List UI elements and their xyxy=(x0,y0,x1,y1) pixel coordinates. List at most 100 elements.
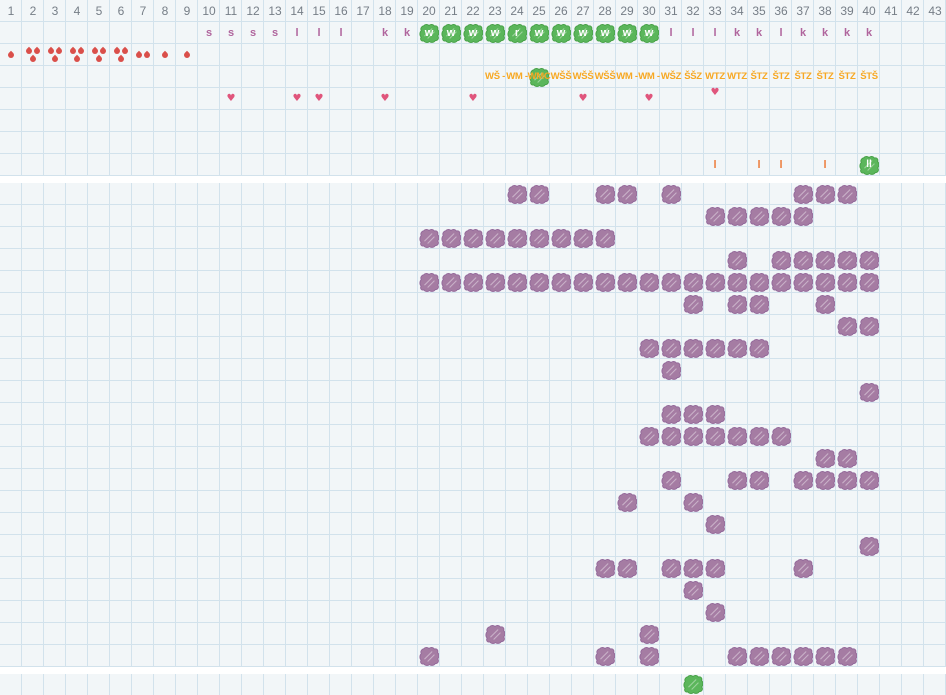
crop-blob[interactable] xyxy=(705,514,725,534)
crop-blob[interactable] xyxy=(771,206,791,226)
crop-blob[interactable] xyxy=(419,228,439,248)
crop-blob[interactable] xyxy=(705,602,725,622)
crop-blob[interactable] xyxy=(793,470,813,490)
crop-blob[interactable] xyxy=(419,272,439,292)
green-week-blob[interactable]: r xyxy=(507,23,527,43)
crop-blob[interactable] xyxy=(771,646,791,666)
crop-blob[interactable] xyxy=(793,272,813,292)
crop-blob[interactable] xyxy=(617,184,637,204)
crop-blob[interactable] xyxy=(529,228,549,248)
crop-blob[interactable] xyxy=(463,272,483,292)
crop-blob[interactable] xyxy=(727,426,747,446)
crop-blob[interactable] xyxy=(859,536,879,556)
crop-blob[interactable] xyxy=(595,646,615,666)
crop-blob[interactable] xyxy=(793,646,813,666)
crop-blob[interactable] xyxy=(441,272,461,292)
crop-blob[interactable] xyxy=(485,272,505,292)
crop-blob[interactable] xyxy=(617,558,637,578)
crop-blob[interactable] xyxy=(595,272,615,292)
crop-blob[interactable] xyxy=(727,272,747,292)
crop-blob[interactable] xyxy=(507,184,527,204)
crop-blob[interactable] xyxy=(661,404,681,424)
green-week-blob[interactable]: w xyxy=(441,23,461,43)
crop-blob[interactable] xyxy=(683,492,703,512)
crop-blob[interactable] xyxy=(837,470,857,490)
crop-blob[interactable] xyxy=(727,338,747,358)
crop-blob[interactable] xyxy=(419,646,439,666)
crop-blob[interactable] xyxy=(617,272,637,292)
crop-blob[interactable] xyxy=(485,624,505,644)
crop-blob[interactable] xyxy=(661,338,681,358)
crop-blob[interactable] xyxy=(463,228,483,248)
crop-blob[interactable] xyxy=(727,206,747,226)
crop-blob[interactable] xyxy=(683,580,703,600)
crop-blob[interactable] xyxy=(837,250,857,270)
crop-blob[interactable] xyxy=(529,272,549,292)
crop-blob[interactable] xyxy=(639,338,659,358)
crop-blob[interactable] xyxy=(661,470,681,490)
crop-blob[interactable] xyxy=(837,272,857,292)
crop-blob[interactable] xyxy=(551,228,571,248)
crop-blob[interactable] xyxy=(573,272,593,292)
crop-blob[interactable] xyxy=(683,338,703,358)
crop-blob[interactable] xyxy=(507,228,527,248)
crop-blob[interactable] xyxy=(551,272,571,292)
crop-blob[interactable] xyxy=(815,272,835,292)
crop-blob[interactable] xyxy=(661,184,681,204)
crop-blob[interactable] xyxy=(749,338,769,358)
crop-blob[interactable] xyxy=(859,470,879,490)
crop-blob[interactable] xyxy=(683,426,703,446)
green-week-blob[interactable]: w xyxy=(617,23,637,43)
crop-blob[interactable] xyxy=(793,558,813,578)
crop-blob[interactable] xyxy=(507,272,527,292)
crop-blob[interactable] xyxy=(837,646,857,666)
crop-blob[interactable] xyxy=(705,272,725,292)
crop-blob[interactable] xyxy=(815,250,835,270)
crop-blob[interactable] xyxy=(749,272,769,292)
crop-blob[interactable] xyxy=(705,558,725,578)
crop-blob[interactable] xyxy=(661,360,681,380)
crop-blob[interactable] xyxy=(705,404,725,424)
green-week-blob[interactable]: w xyxy=(463,23,483,43)
crop-blob[interactable] xyxy=(749,426,769,446)
crop-blob[interactable] xyxy=(595,228,615,248)
crop-blob[interactable] xyxy=(815,470,835,490)
crop-blob[interactable] xyxy=(793,206,813,226)
crop-blob[interactable] xyxy=(859,272,879,292)
crop-blob[interactable] xyxy=(661,558,681,578)
crop-blob[interactable] xyxy=(705,338,725,358)
green-week-blob[interactable]: w xyxy=(485,23,505,43)
crop-blob[interactable] xyxy=(661,426,681,446)
crop-blob[interactable] xyxy=(683,404,703,424)
crop-blob[interactable] xyxy=(485,228,505,248)
crop-blob[interactable] xyxy=(749,206,769,226)
crop-blob[interactable] xyxy=(529,184,549,204)
crop-blob[interactable] xyxy=(793,250,813,270)
crop-blob[interactable] xyxy=(859,250,879,270)
crop-blob[interactable] xyxy=(771,250,791,270)
green-week-blob[interactable]: w xyxy=(529,23,549,43)
crop-blob[interactable] xyxy=(837,316,857,336)
crop-blob[interactable] xyxy=(639,272,659,292)
crop-blob[interactable] xyxy=(815,294,835,314)
crop-blob[interactable] xyxy=(683,272,703,292)
crop-blob[interactable] xyxy=(727,250,747,270)
crop-blob[interactable] xyxy=(639,646,659,666)
crop-blob[interactable] xyxy=(749,646,769,666)
crop-blob[interactable] xyxy=(705,206,725,226)
green-week-blob[interactable]: w xyxy=(573,23,593,43)
crop-blob[interactable] xyxy=(837,184,857,204)
crop-blob[interactable] xyxy=(639,426,659,446)
crop-blob[interactable] xyxy=(639,624,659,644)
green-week-blob[interactable]: w xyxy=(419,23,439,43)
green-mark-blob[interactable]: ll xyxy=(859,155,879,175)
green-week-blob[interactable]: w xyxy=(551,23,571,43)
crop-blob[interactable] xyxy=(815,646,835,666)
crop-blob[interactable] xyxy=(727,646,747,666)
crop-blob[interactable] xyxy=(815,448,835,468)
crop-blob[interactable] xyxy=(617,492,637,512)
crop-blob[interactable] xyxy=(771,426,791,446)
crop-blob[interactable] xyxy=(859,382,879,402)
crop-blob[interactable] xyxy=(727,294,747,314)
crop-blob[interactable] xyxy=(837,448,857,468)
